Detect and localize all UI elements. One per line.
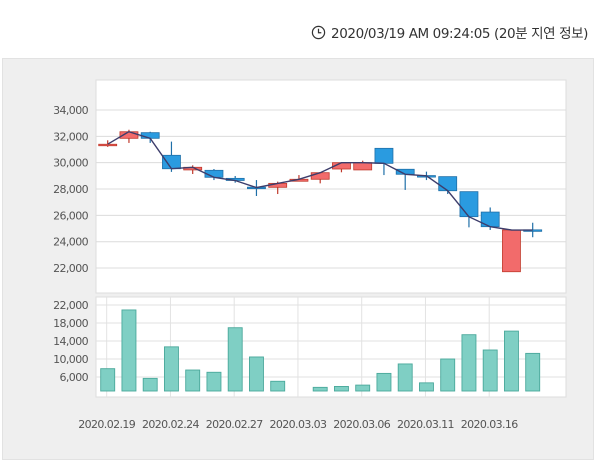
- x-date-label: 2020.02.19: [78, 418, 136, 431]
- close-price-line: [107, 130, 533, 231]
- volume-bar: [248, 356, 264, 392]
- x-date-label: 2020.03.06: [333, 418, 391, 431]
- volume-ytick-label: 18,000: [53, 317, 88, 330]
- candle-body: [98, 143, 118, 147]
- clock-icon: [311, 25, 326, 39]
- volume-bar: [376, 372, 392, 392]
- volume-bar: [440, 358, 456, 392]
- timestamp-header: 2020/03/19 AM 09:24:05 (20분 지연 정보): [311, 22, 588, 42]
- volume-bar: [525, 352, 541, 392]
- x-date-label: 2020.02.27: [206, 418, 264, 431]
- x-date-label: 2020.02.24: [142, 418, 200, 431]
- candle-body: [374, 147, 394, 164]
- volume-bar: [355, 384, 371, 392]
- volume-bar: [461, 334, 477, 392]
- timestamp-text: 2020/03/19 AM 09:24:05 (20분 지연 정보): [331, 26, 588, 42]
- volume-bar: [185, 369, 201, 392]
- volume-bar: [334, 386, 349, 392]
- volume-bar: [482, 349, 498, 392]
- candle-body: [438, 176, 458, 192]
- volume-ytick-label: 14,000: [53, 335, 88, 348]
- price-ytick-label: 32,000: [53, 130, 88, 143]
- volume-ytick-label: 6,000: [60, 371, 89, 384]
- candle-body: [353, 162, 373, 171]
- volume-bar: [142, 377, 158, 392]
- volume-bar: [227, 327, 243, 392]
- candle-body: [502, 229, 521, 273]
- candle-body: [310, 172, 330, 180]
- volume-bar: [100, 368, 116, 392]
- price-ytick-label: 28,000: [53, 183, 88, 196]
- volume-ytick-label: 10,000: [53, 353, 88, 366]
- candle-body: [140, 132, 160, 139]
- candle-body: [162, 154, 181, 170]
- x-date-label: 2020.03.03: [269, 418, 327, 431]
- volume-bar: [419, 382, 434, 392]
- price-ytick-label: 34,000: [53, 104, 88, 117]
- price-ytick-label: 22,000: [53, 262, 88, 275]
- volume-bar: [504, 330, 519, 392]
- volume-bar: [206, 371, 222, 392]
- price-plot-area: [95, 79, 567, 294]
- volume-bar: [163, 346, 179, 392]
- volume-ytick-label: 22,000: [53, 299, 88, 312]
- x-date-label: 2020.03.16: [461, 418, 519, 431]
- volume-bar: [270, 380, 286, 392]
- volume-bar: [312, 386, 328, 392]
- price-ytick-label: 24,000: [53, 236, 88, 249]
- candle-body: [459, 191, 479, 218]
- price-ytick-label: 30,000: [53, 157, 88, 170]
- x-date-label: 2020.03.11: [397, 418, 454, 431]
- volume-bar: [121, 309, 137, 392]
- volume-bar: [397, 363, 413, 392]
- price-ytick-label: 26,000: [53, 209, 88, 222]
